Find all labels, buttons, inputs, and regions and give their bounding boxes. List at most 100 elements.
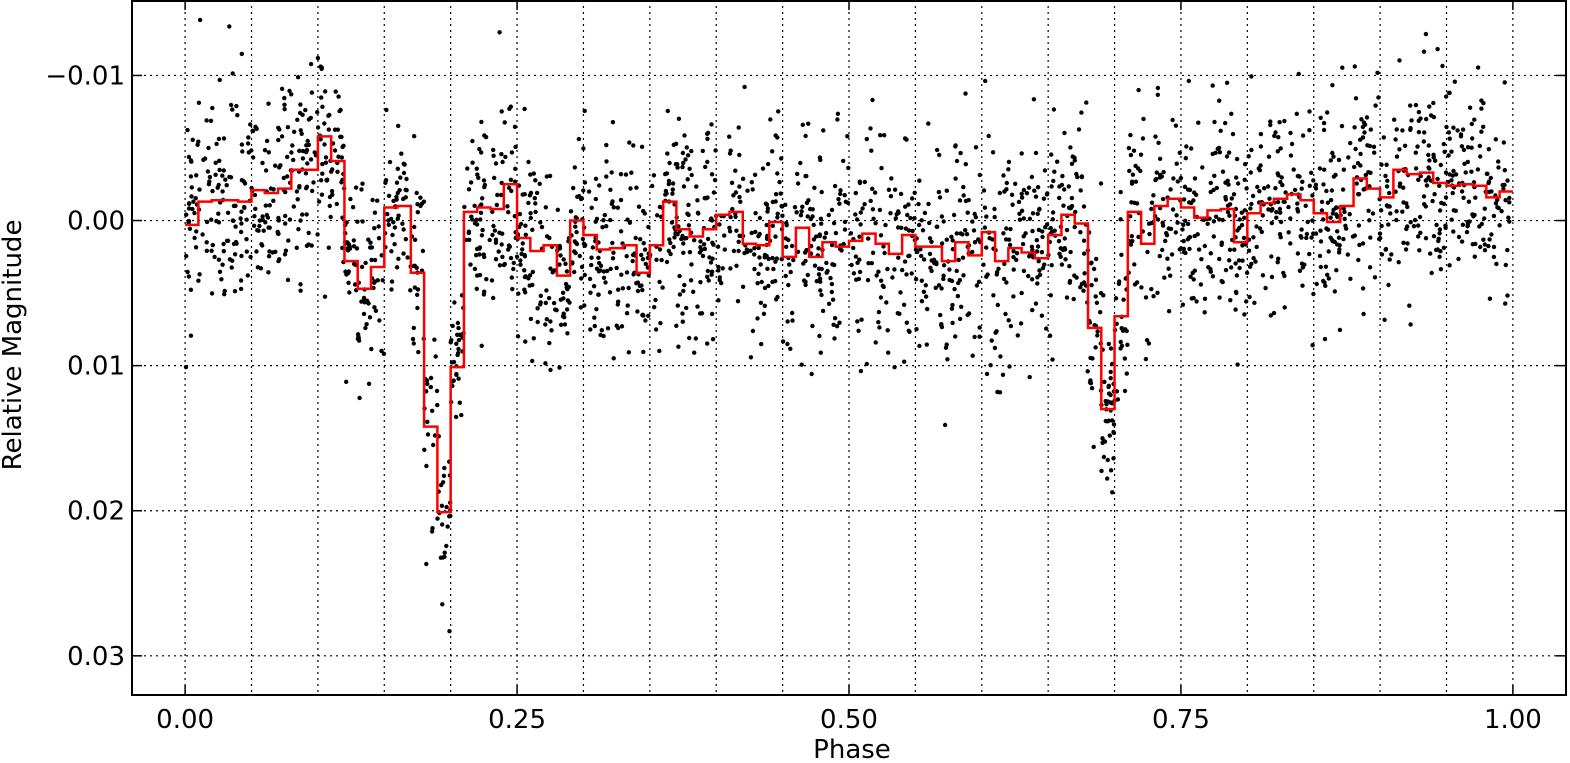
data-point xyxy=(1443,170,1449,175)
data-point xyxy=(1226,150,1232,155)
data-point xyxy=(1165,256,1170,261)
data-point xyxy=(1265,184,1271,189)
data-point xyxy=(593,176,599,181)
data-point xyxy=(1235,181,1241,186)
data-point xyxy=(1423,204,1429,209)
data-point xyxy=(800,204,805,209)
data-point xyxy=(941,273,946,278)
data-point xyxy=(253,206,258,211)
data-point xyxy=(1453,208,1458,213)
data-point xyxy=(574,229,579,235)
data-point xyxy=(1451,229,1456,234)
data-point xyxy=(1426,175,1431,180)
data-point xyxy=(1173,230,1179,235)
data-point xyxy=(1435,46,1440,52)
data-point xyxy=(579,276,584,281)
data-point xyxy=(1405,224,1410,229)
data-point xyxy=(544,317,549,322)
data-point xyxy=(819,292,824,298)
data-point xyxy=(919,278,924,283)
data-point xyxy=(681,250,686,255)
data-point xyxy=(1044,326,1049,331)
data-point xyxy=(1486,147,1492,152)
data-point xyxy=(1113,296,1119,301)
data-point xyxy=(1318,228,1323,233)
data-point xyxy=(1007,364,1012,369)
data-point xyxy=(234,241,239,246)
data-point xyxy=(1217,98,1222,103)
data-point xyxy=(1340,187,1346,192)
data-point xyxy=(1469,121,1475,127)
data-point xyxy=(829,242,835,248)
data-point xyxy=(1108,376,1113,381)
data-point xyxy=(210,242,215,248)
data-point xyxy=(1479,98,1484,103)
data-point xyxy=(1081,238,1087,243)
data-point xyxy=(1187,246,1192,252)
data-point xyxy=(1277,206,1283,212)
data-point xyxy=(1163,238,1168,244)
data-point xyxy=(1475,65,1481,70)
data-point xyxy=(1401,185,1406,190)
data-point xyxy=(629,170,634,175)
data-point xyxy=(1138,168,1143,174)
data-point xyxy=(1440,63,1445,69)
data-point xyxy=(1479,129,1484,134)
data-point xyxy=(1235,362,1240,367)
data-point xyxy=(1098,310,1103,315)
data-point xyxy=(624,254,629,259)
data-point xyxy=(1049,229,1055,235)
data-point xyxy=(765,266,770,271)
data-point xyxy=(1352,164,1357,170)
data-point xyxy=(1131,148,1137,153)
data-point xyxy=(1274,215,1279,220)
data-point xyxy=(582,108,587,114)
data-point xyxy=(987,236,992,241)
data-point xyxy=(1210,274,1216,279)
data-point xyxy=(1017,217,1023,222)
data-point xyxy=(736,239,741,244)
data-point xyxy=(963,91,968,96)
data-point xyxy=(795,171,800,177)
data-point xyxy=(627,220,633,225)
data-point xyxy=(267,225,272,230)
data-point xyxy=(1318,115,1323,121)
data-point xyxy=(857,234,862,239)
data-point xyxy=(941,276,946,282)
data-point xyxy=(1343,223,1348,228)
data-point xyxy=(604,224,609,229)
data-point xyxy=(1336,157,1342,163)
data-point xyxy=(914,327,919,332)
data-point xyxy=(578,305,583,310)
data-point xyxy=(876,320,881,325)
data-point xyxy=(361,311,367,317)
data-point xyxy=(455,352,460,358)
data-point xyxy=(783,202,788,207)
data-point xyxy=(1466,199,1472,204)
data-point xyxy=(1174,161,1179,166)
data-point xyxy=(1505,293,1510,298)
data-point xyxy=(1161,169,1166,175)
data-point xyxy=(186,154,192,160)
data-point xyxy=(1166,309,1172,314)
data-point xyxy=(966,197,971,203)
data-point xyxy=(1093,277,1099,282)
data-point xyxy=(1057,251,1062,256)
data-point xyxy=(309,243,314,248)
data-point xyxy=(1244,299,1249,304)
data-point xyxy=(326,113,331,118)
data-point xyxy=(1183,156,1189,161)
data-point xyxy=(522,106,527,112)
data-point xyxy=(1288,153,1294,158)
data-point xyxy=(506,210,511,215)
data-point xyxy=(888,194,894,199)
data-point xyxy=(1244,186,1249,191)
data-point xyxy=(1423,31,1429,37)
data-point xyxy=(547,173,553,179)
data-point xyxy=(248,122,253,127)
data-point xyxy=(1461,195,1466,200)
data-point xyxy=(273,249,278,254)
data-point xyxy=(194,173,199,178)
data-point xyxy=(397,188,402,193)
data-point xyxy=(1181,197,1187,202)
